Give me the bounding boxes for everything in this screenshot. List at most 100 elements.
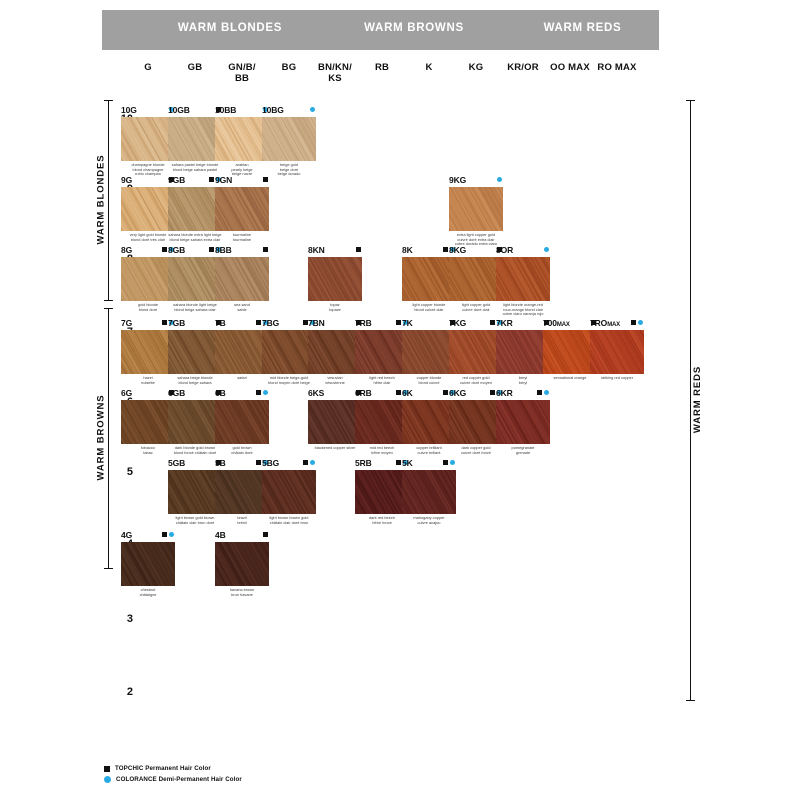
caption-line: gold brown — [232, 445, 252, 450]
swatch-cell-8kn[interactable]: 8KN topaz topaze — [308, 245, 362, 312]
hair-color-swatch[interactable] — [215, 117, 269, 161]
hair-color-swatch[interactable] — [496, 330, 550, 374]
hair-color-swatch[interactable] — [402, 257, 456, 301]
swatch-cell-7bn[interactable]: 7BN vesuvian vésuvienne — [308, 318, 362, 385]
level-number-5: 5 — [126, 466, 133, 478]
hair-color-swatch[interactable] — [496, 257, 550, 301]
hair-color-swatch[interactable] — [496, 400, 550, 444]
swatch-code-row: 8KG — [449, 245, 503, 256]
hair-color-swatch[interactable] — [449, 330, 503, 374]
hair-color-swatch[interactable] — [308, 400, 362, 444]
hair-color-swatch[interactable] — [215, 187, 269, 231]
swatch-cell-8gb[interactable]: 8GB sahara blonde light beige blond beige … — [168, 245, 222, 312]
hair-color-swatch[interactable] — [449, 187, 503, 231]
hair-color-swatch[interactable] — [215, 257, 269, 301]
hair-color-swatch[interactable] — [215, 470, 269, 514]
swatch-cell-4g[interactable]: 4G chestnut châtaigne — [121, 530, 175, 597]
hair-color-swatch[interactable] — [121, 117, 175, 161]
hair-color-swatch[interactable] — [355, 330, 409, 374]
hair-color-swatch[interactable] — [168, 470, 222, 514]
swatch-caption: beryl béryl — [496, 375, 550, 385]
swatch-cell-7b[interactable]: 7B safari — [215, 318, 269, 381]
swatch-cell-6gb[interactable]: 6GB dark blonde gold brown blond foncé châ… — [168, 388, 222, 455]
hair-color-swatch[interactable] — [402, 470, 456, 514]
swatch-cell-6b[interactable]: 6B gold brown châtain doré — [215, 388, 269, 455]
swatch-cell-4b[interactable]: 4B havana brown brun havane — [215, 530, 269, 597]
hair-color-swatch[interactable] — [168, 400, 222, 444]
hair-color-swatch[interactable] — [355, 400, 409, 444]
square-marker — [104, 765, 110, 772]
hair-color-swatch[interactable] — [449, 400, 503, 444]
hair-color-swatch[interactable] — [215, 400, 269, 444]
hair-strand-texture — [496, 330, 550, 374]
swatch-cell-5gb[interactable]: 5GB light brown gold brown châtain clair b… — [168, 458, 222, 525]
product-markers — [169, 390, 174, 395]
swatch-cell-7kr[interactable]: 7KR beryl béryl — [496, 318, 550, 385]
swatch-cell-6kr[interactable]: 6KR pomegranate grenade — [496, 388, 550, 455]
hair-color-swatch[interactable] — [262, 470, 316, 514]
swatch-cell-7kg[interactable]: 7KG red copper gold cuivre doré moyen — [449, 318, 503, 385]
swatch-cell-7gb[interactable]: 7GB sahara beige blonde blond beige sahara — [168, 318, 222, 385]
swatch-caption: copper blonde blond cuivré — [402, 375, 456, 385]
swatch-cell-10g[interactable]: 10G champagne blonde blond champagne rubio … — [121, 105, 175, 177]
swatch-cell-5bg[interactable]: 5BG light brown brown gold châtain clair d… — [262, 458, 316, 525]
hair-color-swatch[interactable] — [121, 542, 175, 586]
swatch-cell-7g[interactable]: 7G hazel noisette — [121, 318, 175, 385]
swatch-cell-6k[interactable]: 6K copper brilliant cuivre brillant — [402, 388, 456, 455]
swatch-cell-8g[interactable]: 8G gold blonde blond doré — [121, 245, 175, 312]
swatch-cell-6kg[interactable]: 6KG dark copper gold cuivre doré foncé — [449, 388, 503, 455]
swatch-cell-9gb[interactable]: 9GB sahara blonde extra light beige blond … — [168, 175, 222, 242]
hair-color-swatch[interactable] — [121, 187, 175, 231]
swatch-cell-8kg[interactable]: 8KG light copper gold cuivre doré clair — [449, 245, 503, 312]
swatch-cell-8or[interactable]: 8OR light blonde orange-red roux-orange bl… — [496, 245, 550, 317]
swatch-code: 5BG — [262, 458, 280, 468]
hair-strand-texture — [121, 400, 175, 444]
swatch-cell-9gn[interactable]: 9GN tourmaline tourmaline — [215, 175, 269, 242]
hair-color-swatch[interactable] — [215, 542, 269, 586]
hair-color-swatch[interactable] — [168, 117, 222, 161]
swatch-cell-6ks[interactable]: 6KS blackened copper silver — [308, 388, 362, 451]
swatch-cell-7k[interactable]: 7K copper blonde blond cuivré — [402, 318, 456, 385]
swatch-cell-700max[interactable]: 700MAX sensational orange — [543, 318, 597, 381]
swatch-caption: sahara beige blonde blond beige sahara — [168, 375, 222, 385]
swatch-cell-5rb[interactable]: 5RB dark red beech hêtre foncé — [355, 458, 409, 525]
swatch-cell-9kg[interactable]: 9KG extra light copper gold cuivré doré ex… — [449, 175, 503, 247]
swatch-caption: havana brown brun havane — [215, 587, 269, 597]
product-markers — [443, 390, 455, 395]
swatch-cell-8k[interactable]: 8K light copper blonde blond cuivré clair — [402, 245, 456, 312]
hair-color-swatch[interactable] — [449, 257, 503, 301]
hair-color-swatch[interactable] — [543, 330, 597, 374]
swatch-cell-7romax[interactable]: 7ROMAX striking red copper — [590, 318, 644, 381]
hair-color-swatch[interactable] — [355, 470, 409, 514]
hair-color-swatch[interactable] — [402, 400, 456, 444]
hair-color-swatch[interactable] — [262, 117, 316, 161]
swatch-cell-10bg[interactable]: 10BG beige gold beige doré beige dorado — [262, 105, 316, 177]
swatch-cell-7rb[interactable]: 7RB light red beech hêtre clair — [355, 318, 409, 385]
caption-line: light brown brown gold — [269, 515, 309, 520]
hair-color-swatch[interactable] — [121, 257, 175, 301]
hair-color-swatch[interactable] — [308, 330, 362, 374]
hair-color-swatch[interactable] — [168, 257, 222, 301]
swatch-cell-9g[interactable]: 9G very light gold blonde blond doré très … — [121, 175, 175, 242]
swatch-cell-10gb[interactable]: 10GB sahara pastel beige blonde blond beig… — [168, 105, 222, 172]
swatch-cell-6rb[interactable]: 6RB mid red beech hêtre moyen — [355, 388, 409, 455]
swatch-caption: topaz topaze — [308, 302, 362, 312]
swatch-cell-10bb[interactable]: 10BB arabian pearly beige beige nacré — [215, 105, 269, 177]
swatch-code: 6G — [121, 388, 133, 398]
hair-color-swatch[interactable] — [402, 330, 456, 374]
hair-color-swatch[interactable] — [121, 330, 175, 374]
hair-color-swatch[interactable] — [215, 330, 269, 374]
swatch-code: 7KR — [496, 318, 513, 328]
hair-color-swatch[interactable] — [308, 257, 362, 301]
swatch-cell-6g[interactable]: 6G tobacco tabac — [121, 388, 175, 455]
caption-line: beige nacré — [231, 171, 253, 177]
hair-color-swatch[interactable] — [121, 400, 175, 444]
swatch-cell-8bb[interactable]: 8BB sea sand sable — [215, 245, 269, 312]
swatch-cell-5k[interactable]: 5K mahogany copper cuivre acajou — [402, 458, 456, 525]
swatch-code-row: 700MAX — [543, 318, 597, 329]
hair-color-swatch[interactable] — [590, 330, 644, 374]
hair-color-swatch[interactable] — [168, 330, 222, 374]
swatch-cell-5b[interactable]: 5B brazil brésil — [215, 458, 269, 525]
hair-color-swatch[interactable] — [168, 187, 222, 231]
rail-line-warm-reds — [690, 100, 691, 700]
